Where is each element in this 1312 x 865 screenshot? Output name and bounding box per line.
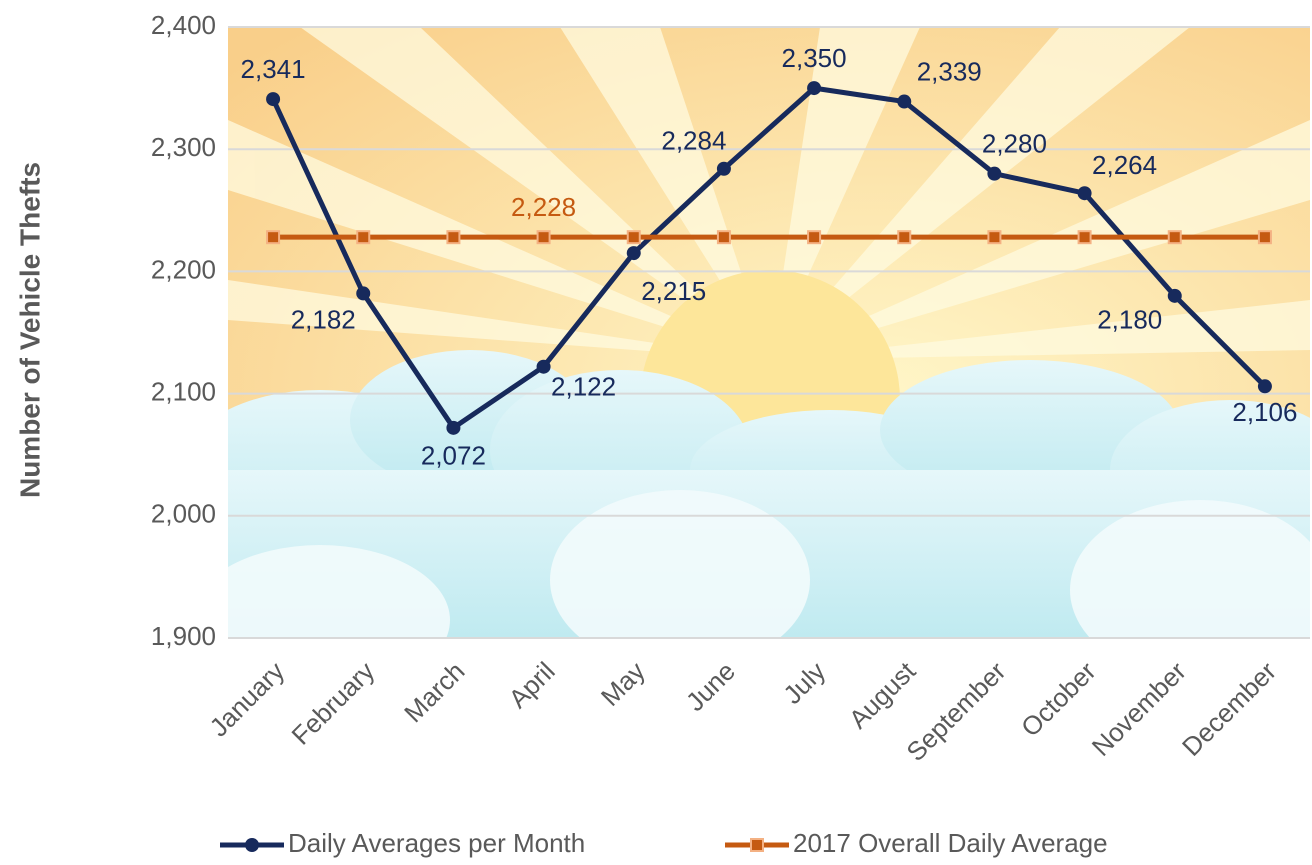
marker [1167, 288, 1182, 303]
marker [626, 246, 641, 261]
marker [356, 286, 371, 301]
data-label: 2,341 [241, 54, 306, 84]
x-tick-label: April [503, 656, 561, 714]
legend-marker [750, 838, 764, 852]
marker [266, 92, 281, 107]
marker [266, 230, 281, 245]
marker [536, 230, 551, 245]
y-tick-label: 2,100 [151, 376, 216, 406]
data-label: 2,284 [661, 126, 726, 156]
y-tick-label: 2,400 [151, 10, 216, 40]
marker [1167, 230, 1182, 245]
legend-label: Daily Averages per Month [288, 828, 585, 858]
data-label: 2,264 [1092, 150, 1157, 180]
data-label: 2,180 [1097, 305, 1162, 335]
x-tick-label: March [398, 656, 470, 728]
marker [626, 230, 641, 245]
x-tick-label: February [286, 656, 381, 751]
data-label: 2,122 [551, 372, 616, 402]
plot-background [228, 27, 1310, 638]
y-axis-title: Number of Vehicle Thefts [14, 162, 45, 498]
marker [1077, 230, 1092, 245]
marker [897, 230, 912, 245]
marker [897, 94, 912, 109]
marker [356, 230, 371, 245]
marker [536, 359, 551, 374]
marker [1077, 186, 1092, 201]
data-label: 2,215 [641, 276, 706, 306]
marker [446, 230, 461, 245]
marker [807, 230, 822, 245]
x-tick-label: August [843, 655, 922, 734]
y-tick-label: 2,300 [151, 132, 216, 162]
y-tick-label: 1,900 [151, 621, 216, 651]
data-label: 2,072 [421, 441, 486, 471]
marker [716, 230, 731, 245]
marker [987, 166, 1002, 181]
data-label: 2,228 [511, 192, 576, 222]
legend-label: 2017 Overall Daily Average [793, 828, 1108, 858]
x-tick-label: October [1015, 656, 1102, 743]
marker [1257, 379, 1272, 394]
x-tick-label: June [680, 656, 741, 717]
data-label: 2,280 [982, 129, 1047, 159]
marker [987, 230, 1002, 245]
x-tick-label: September [900, 656, 1011, 767]
data-label: 2,106 [1232, 397, 1297, 427]
y-tick-label: 2,200 [151, 254, 216, 284]
marker [807, 81, 822, 96]
marker [716, 161, 731, 176]
x-tick-label: November [1086, 656, 1192, 762]
legend-marker [245, 838, 259, 852]
marker [1257, 230, 1272, 245]
x-tick-label: December [1176, 656, 1282, 762]
data-label: 2,350 [782, 43, 847, 73]
data-label: 2,182 [291, 304, 356, 334]
series-line [270, 85, 1267, 431]
y-tick-label: 2,000 [151, 499, 216, 529]
data-label: 2,339 [917, 56, 982, 86]
x-tick-label: January [204, 656, 291, 743]
x-tick-label: July [777, 656, 831, 710]
marker [446, 420, 461, 435]
x-tick-label: May [595, 656, 651, 712]
